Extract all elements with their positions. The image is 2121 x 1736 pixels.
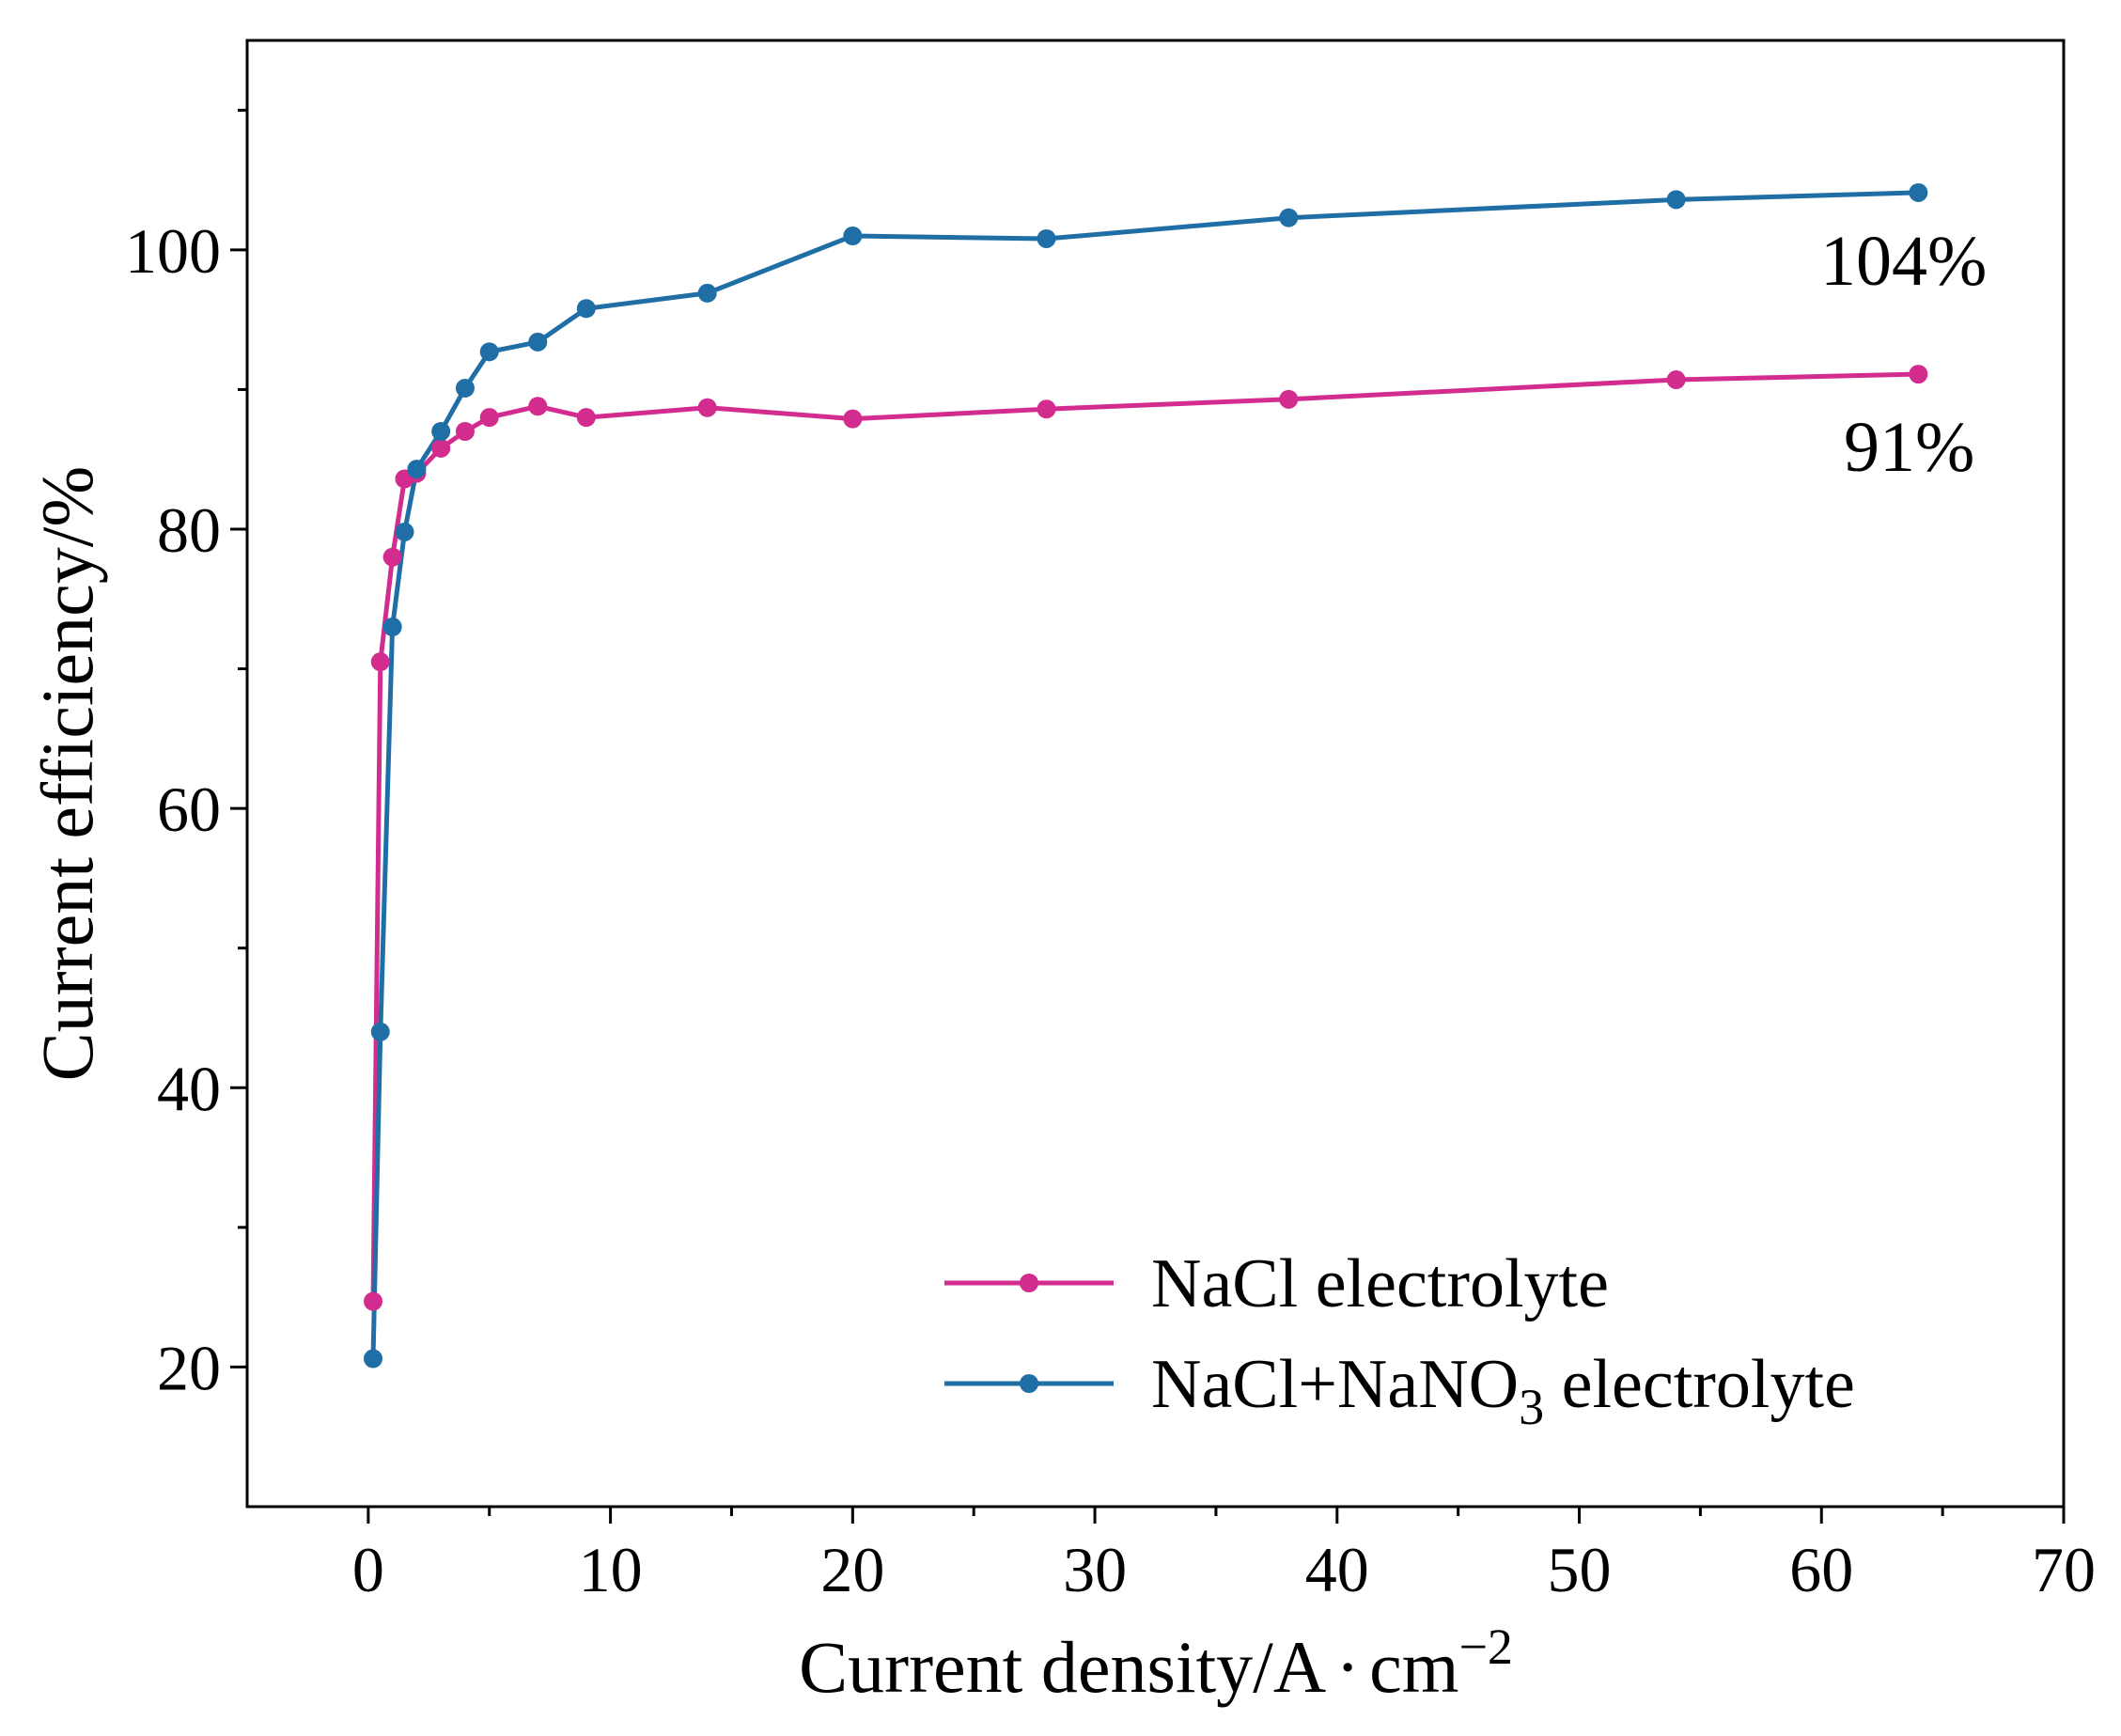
- x-axis-title-main: Current density/A: [799, 1626, 1326, 1708]
- x-tick-label-40: 40: [1305, 1534, 1369, 1605]
- legend-marker-nacl-nano3: [1020, 1374, 1038, 1393]
- data-point-s0-7: [479, 408, 499, 428]
- data-point-s0-0: [364, 1291, 383, 1311]
- data-point-s1-7: [479, 342, 499, 362]
- data-point-s1-13: [1279, 208, 1299, 227]
- data-point-s1-10: [697, 283, 717, 303]
- legend-label-nacl-nano3-suffix: electrolyte: [1544, 1346, 1855, 1423]
- x-tick-label-20: 20: [820, 1534, 884, 1605]
- data-point-s1-1: [370, 1022, 390, 1041]
- x-tick-label-30: 30: [1063, 1534, 1127, 1605]
- x-tick-label-70: 70: [2032, 1534, 2096, 1605]
- x-axis-title-dot: ·: [1335, 1626, 1360, 1708]
- data-point-s1-6: [455, 378, 475, 398]
- y-axis-title: Current efficiency/%: [26, 466, 108, 1082]
- data-point-s0-2: [382, 547, 402, 567]
- legend-marker-nacl: [1020, 1274, 1038, 1292]
- data-point-s0-9: [576, 408, 596, 428]
- data-point-s0-8: [528, 397, 548, 416]
- plot-frame: [245, 39, 2066, 1509]
- data-point-s1-0: [364, 1349, 383, 1368]
- data-point-s1-9: [576, 299, 596, 319]
- data-point-s0-14: [1666, 370, 1686, 390]
- y-tick-label-100: 100: [125, 215, 221, 287]
- annotation-104: 104%: [1820, 222, 1987, 301]
- data-point-s1-2: [382, 618, 402, 636]
- y-tick-label-60: 60: [157, 774, 221, 845]
- data-point-s1-14: [1666, 190, 1686, 210]
- data-point-s0-12: [1037, 399, 1056, 419]
- annotation-91: 91%: [1844, 408, 1974, 487]
- data-point-s0-6: [455, 422, 475, 441]
- legend-label-nacl: NaCl electrolyte: [1151, 1245, 1609, 1322]
- data-point-s1-8: [528, 332, 548, 352]
- x-tick-label-60: 60: [1789, 1534, 1853, 1605]
- data-point-s0-1: [370, 652, 390, 672]
- y-tick-label-80: 80: [157, 494, 221, 566]
- data-point-s1-3: [395, 522, 414, 541]
- x-axis-title: Current density/A · cm−2: [799, 1619, 1513, 1708]
- data-point-s0-13: [1279, 389, 1299, 409]
- legend: NaCl electrolyte NaCl+NaNO3 electrolyte: [944, 1245, 1855, 1435]
- data-point-s0-15: [1909, 365, 1928, 384]
- y-tick-label-20: 20: [157, 1332, 221, 1403]
- data-point-s1-5: [431, 422, 451, 441]
- x-tick-label-0: 0: [352, 1534, 384, 1605]
- ticks-layer: [230, 108, 2066, 1524]
- data-point-s0-10: [697, 398, 717, 417]
- x-tick-label-10: 10: [579, 1534, 643, 1605]
- tick-labels: 0 10 20 30 40 50 60 70 20 40 60 80 100: [125, 215, 2096, 1605]
- x-axis-title-exponent: −2: [1458, 1619, 1512, 1675]
- legend-label-nacl-nano3-sub: 3: [1519, 1379, 1544, 1435]
- series-line-1: [370, 190, 1919, 1359]
- x-axis-title-unit: cm: [1369, 1626, 1458, 1708]
- series-layer: [364, 182, 1928, 1368]
- legend-label-nacl-nano3: NaCl+NaNO3 electrolyte: [1151, 1346, 1855, 1435]
- x-tick-label-50: 50: [1548, 1534, 1612, 1605]
- data-point-s1-15: [1909, 182, 1928, 202]
- legend-label-nacl-nano3-main: NaCl+NaNO: [1151, 1346, 1519, 1423]
- data-point-s0-5: [431, 438, 451, 458]
- data-point-s1-12: [1037, 228, 1056, 248]
- series-line-0: [370, 371, 1919, 1302]
- data-point-s1-4: [407, 460, 427, 479]
- y-tick-label-40: 40: [157, 1053, 221, 1124]
- data-point-s0-11: [843, 409, 863, 429]
- data-point-s1-11: [843, 227, 863, 245]
